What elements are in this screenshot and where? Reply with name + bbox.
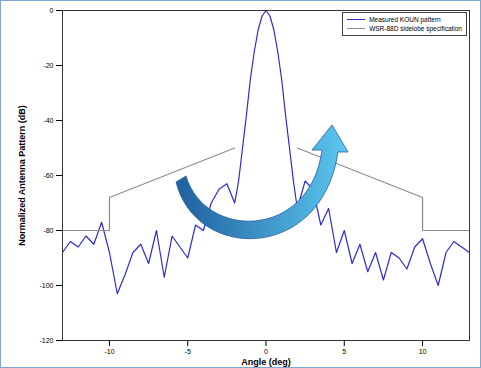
svg-text:5: 5 [342, 348, 346, 355]
svg-text:-100: -100 [39, 282, 53, 289]
svg-text:-10: -10 [104, 348, 114, 355]
svg-text:-20: -20 [43, 62, 53, 69]
html-text:Measured KOUN pattern: Measured KOUN pattern [369, 16, 441, 23]
html-text:WSR-88D sidelobe specification: WSR-88D sidelobe specification [369, 25, 462, 32]
svg-text:0: 0 [50, 7, 54, 14]
svg-text:-60: -60 [43, 172, 53, 179]
svg-text:-120: -120 [39, 337, 53, 344]
svg-text:-80: -80 [43, 227, 53, 234]
svg-text:10: 10 [419, 348, 427, 355]
svg-text:0: 0 [264, 348, 268, 355]
svg-text:-40: -40 [43, 117, 53, 124]
svg-text:Angle (deg): Angle (deg) [241, 357, 291, 367]
svg-text:-5: -5 [185, 348, 191, 355]
svg-text:Normalized Antenna Pattern (dB: Normalized Antenna Pattern (dB) [17, 105, 27, 246]
